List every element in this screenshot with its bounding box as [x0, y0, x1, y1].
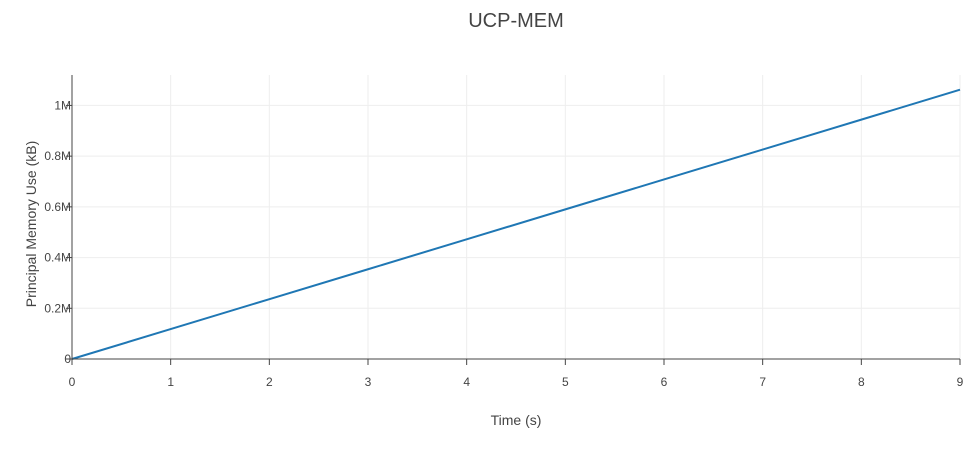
axes — [66, 75, 960, 365]
y-axis-title: Principal Memory Use (kB) — [23, 141, 39, 307]
x-axis-title: Time (s) — [491, 412, 542, 428]
x-tick-label: 4 — [463, 375, 470, 389]
x-tick-label: 3 — [365, 375, 372, 389]
x-tick-label: 7 — [759, 375, 766, 389]
y-tick-label: 0.8M — [44, 149, 71, 163]
x-tick-label: 0 — [69, 375, 76, 389]
y-tick-label: 0.2M — [44, 301, 71, 315]
y-tick-label: 0.6M — [44, 200, 71, 214]
series-line — [71, 88, 961, 360]
y-tick-label: 0.4M — [44, 251, 71, 265]
x-tick-label: 5 — [562, 375, 569, 389]
x-tick-label: 6 — [661, 375, 668, 389]
series-group — [71, 88, 961, 360]
x-tick-label: 1 — [167, 375, 174, 389]
x-tick-label: 2 — [266, 375, 273, 389]
y-tick-label: 1M — [54, 98, 71, 112]
x-tick-label: 9 — [957, 375, 964, 389]
chart-title: UCP-MEM — [468, 10, 564, 32]
x-axis-ticks: 0 1 2 3 4 5 6 7 8 9 — [69, 359, 964, 389]
y-axis-ticks: 0 0.2M 0.4M 0.6M 0.8M 1M — [44, 98, 72, 366]
grid-lines — [72, 75, 961, 359]
x-tick-label: 8 — [858, 375, 865, 389]
y-tick-label: 0 — [64, 352, 71, 366]
